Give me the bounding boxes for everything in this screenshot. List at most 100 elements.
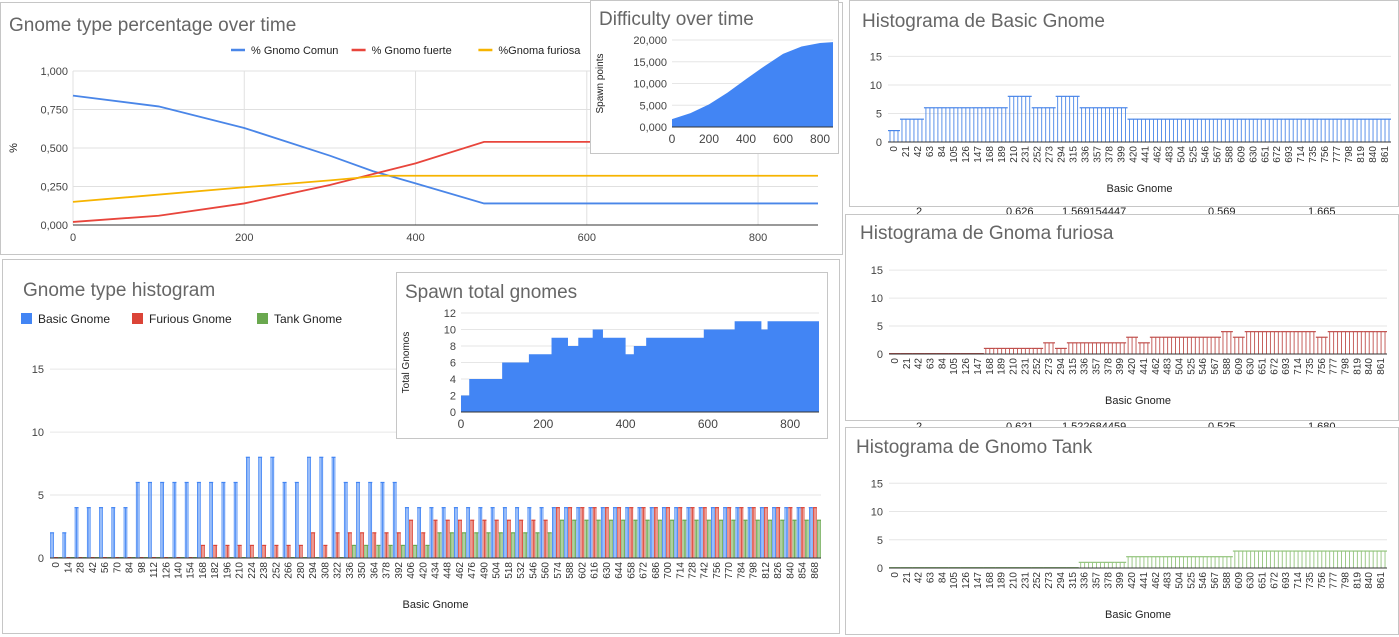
x-tick-label: 504	[1175, 572, 1186, 589]
chart-histograma-gnoma-furiosa[interactable]: Histograma de Gnoma furiosa 0 5 10 15 0 21 42 6…	[845, 214, 1399, 421]
x-tick-label: 126	[961, 358, 972, 375]
x-tick-label: 600	[773, 132, 793, 146]
series-line	[72, 174, 818, 203]
chart-histograma-gnomo-tank[interactable]: Histograma de Gnomo Tank 0 5 10 15 0 21 42 63 84…	[845, 427, 1399, 635]
x-tick-label: 105	[949, 572, 960, 589]
x-tick-label: 826	[773, 562, 784, 579]
x-tick-label: 378	[1103, 358, 1114, 375]
x-tick-label: 42	[914, 572, 925, 584]
chart-title: Histograma de Gnomo Tank	[856, 437, 1093, 458]
x-tick-label: 504	[1175, 358, 1186, 375]
x-tick-label: 728	[688, 562, 699, 579]
y-tick-label: 5,000	[639, 100, 667, 112]
x-tick-label: 714	[1293, 572, 1304, 589]
x-tick-label: 231	[1021, 146, 1032, 163]
x-tick-label: 42	[914, 358, 925, 370]
x-tick-label: 147	[973, 146, 984, 163]
x-tick-label: 357	[1092, 358, 1103, 375]
x-tick-label: 800	[749, 232, 767, 244]
x-tick-label: 294	[1056, 572, 1067, 589]
x-tick-label: 21	[902, 572, 913, 584]
x-tick-label: 462	[1151, 358, 1162, 375]
y-tick-label: 0,500	[40, 143, 68, 155]
x-tick-label: 378	[1105, 146, 1116, 163]
x-tick-label: 609	[1236, 146, 1247, 163]
y-tick-label: 1,000	[40, 66, 68, 78]
x-tick-label: 840	[1364, 572, 1375, 589]
x-tick-label: 315	[1068, 358, 1079, 375]
y-tick-label: 15	[870, 51, 882, 63]
chart-difficulty-over-time[interactable]: Difficulty over time 0,000 5,000 10,000 15,…	[590, 0, 839, 154]
x-tick-label: 196	[222, 562, 233, 579]
x-tick-label: 819	[1352, 572, 1363, 589]
y-tick-label: 6	[450, 358, 456, 370]
x-tick-label: 210	[235, 562, 246, 579]
legend-label: Basic Gnome	[38, 312, 110, 326]
x-tick-label: 200	[699, 132, 719, 146]
x-tick-label: 420	[1129, 146, 1140, 163]
x-tick-label: 476	[467, 562, 478, 579]
x-tick-label: 266	[284, 562, 295, 579]
x-tick-label: 28	[76, 562, 87, 574]
chart-spawn-total-gnomes[interactable]: Spawn total gnomes 0 2 4 6 8 10 12 0 200 400 600 80…	[396, 272, 828, 439]
x-tick-label: 189	[997, 358, 1008, 375]
x-tick-label: 693	[1281, 358, 1292, 375]
x-axis-label: Basic Gnome	[1105, 609, 1171, 621]
x-tick-label: 252	[1032, 358, 1043, 375]
x-tick-label: 686	[651, 562, 662, 579]
x-tick-label: 609	[1234, 358, 1245, 375]
x-tick-label: 238	[259, 562, 270, 579]
x-tick-label: 735	[1308, 146, 1319, 163]
x-tick-label: 693	[1281, 572, 1292, 589]
x-tick-label: 273	[1044, 572, 1055, 589]
x-tick-label: 294	[308, 562, 319, 579]
x-tick-label: 672	[1269, 358, 1280, 375]
area-chart-plot: 0 2 4 6 8 10 12 0 200 400 600 800 Total Gnomos	[401, 308, 819, 431]
x-tick-label: 357	[1092, 572, 1103, 589]
x-tick-label: 126	[961, 572, 972, 589]
x-tick-label: 651	[1260, 146, 1271, 163]
x-tick-label: 315	[1069, 146, 1080, 163]
x-tick-label: 126	[161, 562, 172, 579]
x-tick-label: 651	[1258, 572, 1269, 589]
x-tick-label: 504	[1176, 146, 1187, 163]
x-tick-label: 784	[736, 562, 747, 579]
x-tick-label: 0	[889, 146, 900, 152]
x-tick-label: 399	[1117, 146, 1128, 163]
x-tick-label: 420	[418, 562, 429, 579]
x-tick-label: 84	[937, 572, 948, 584]
x-tick-label: 714	[675, 562, 686, 579]
x-tick-label: 756	[712, 562, 723, 579]
x-tick-label: 42	[913, 146, 924, 158]
x-tick-label: 777	[1329, 572, 1340, 589]
x-tick-label: 840	[1368, 146, 1379, 163]
y-tick-label: 4	[450, 374, 456, 386]
x-tick-label: 441	[1139, 358, 1150, 375]
x-tick-label: 868	[810, 562, 821, 579]
x-tick-label: 322	[333, 562, 344, 579]
x-tick-label: 714	[1293, 358, 1304, 375]
x-tick-label: 400	[736, 132, 756, 146]
x-tick-label: 483	[1164, 146, 1175, 163]
x-tick-label: 854	[798, 562, 809, 579]
y-tick-label: 10	[444, 325, 456, 337]
x-tick-label: 84	[937, 146, 948, 158]
x-tick-label: 315	[1068, 572, 1079, 589]
x-tick-label: 280	[296, 562, 307, 579]
chart-histograma-basic-gnome[interactable]: Histograma de Basic Gnome 0 5 10 15 0 21 42 63 8…	[849, 0, 1399, 207]
legend-swatch	[21, 313, 32, 324]
x-tick-label: 399	[1115, 572, 1126, 589]
x-tick-label: 588	[1222, 572, 1233, 589]
x-tick-label: 378	[382, 562, 393, 579]
x-tick-label: 406	[406, 562, 417, 579]
legend-swatch	[257, 313, 268, 324]
y-tick-label: 10	[870, 80, 882, 92]
y-tick-label: 10	[32, 427, 44, 439]
area-chart-plot: 0,000 5,000 10,000 15,000 20,000 0 200 400 600 80…	[595, 35, 833, 146]
x-tick-label: 462	[1152, 146, 1163, 163]
x-tick-label: 483	[1163, 572, 1174, 589]
x-tick-label: 658	[626, 562, 637, 579]
x-tick-label: 532	[516, 562, 527, 579]
x-tick-label: 84	[125, 562, 136, 574]
